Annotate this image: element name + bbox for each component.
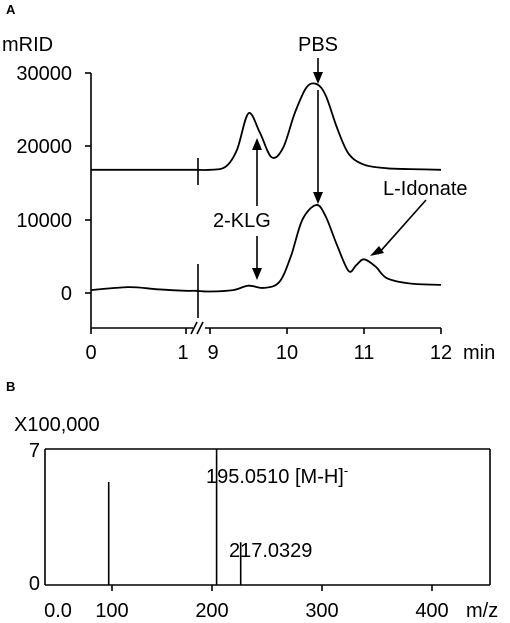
pbs-arrow-lower-head (313, 192, 323, 204)
ms-x-tick-label: 300 (305, 600, 338, 622)
x-tick-label: 9 (207, 342, 218, 364)
pbs-arrow-top-head (313, 72, 323, 84)
ms-x-tick-label: 100 (95, 600, 128, 622)
y-tick-label: 10000 (16, 210, 72, 232)
annotation-pbs: PBS (298, 34, 338, 56)
ms-x-axis-unit: m/z (466, 600, 498, 622)
l-idonate-arrow-head (370, 246, 384, 256)
panel-b-label: B (6, 379, 15, 394)
scale-label: X100,000 (14, 414, 100, 436)
panel-a: A mRID 30000 20000 10000 0 0 1 9 10 11 1… (2, 2, 495, 364)
y-tick-label: 30000 (16, 63, 72, 85)
peak-label-195: 195.0510 [M-H]- (206, 463, 348, 488)
trace-lower (90, 204, 442, 293)
2klg-arrow-down-head (252, 268, 262, 280)
y-tick-label: 0 (61, 283, 72, 305)
panel-a-label: A (6, 2, 16, 17)
y-tick-label: 20000 (16, 136, 72, 158)
ms-x-tick-label: 400 (415, 600, 448, 622)
y-axis-label: mRID (2, 34, 53, 56)
annotation-l-idonate: L-Idonate (383, 178, 468, 200)
x-tick-label: 10 (276, 342, 298, 364)
x-tick-label: 11 (354, 342, 375, 364)
ms-x-tick-label: 0.0 (44, 600, 72, 622)
x-tick-label: 0 (85, 342, 96, 364)
x-axis-unit: min (463, 342, 495, 364)
axis-break-mark (196, 321, 204, 335)
ms-y-tick-label: 0 (29, 573, 40, 595)
ms-y-tick-label: 7 (29, 440, 40, 462)
peak-label-217: 217.0329 (229, 540, 312, 562)
x-tick-label: 12 (430, 342, 452, 364)
axis-break-mark (190, 321, 198, 335)
ms-x-tick-label: 200 (195, 600, 228, 622)
panel-b: B X100,000 7 0 0.0 100 200 300 400 m/z 1… (6, 379, 498, 622)
2klg-arrow-up-head (252, 138, 262, 150)
l-idonate-arrow-shaft (377, 199, 427, 255)
annotation-2klg: 2-KLG (213, 210, 271, 232)
x-tick-label: 1 (177, 342, 188, 364)
trace-upper (91, 82, 442, 171)
